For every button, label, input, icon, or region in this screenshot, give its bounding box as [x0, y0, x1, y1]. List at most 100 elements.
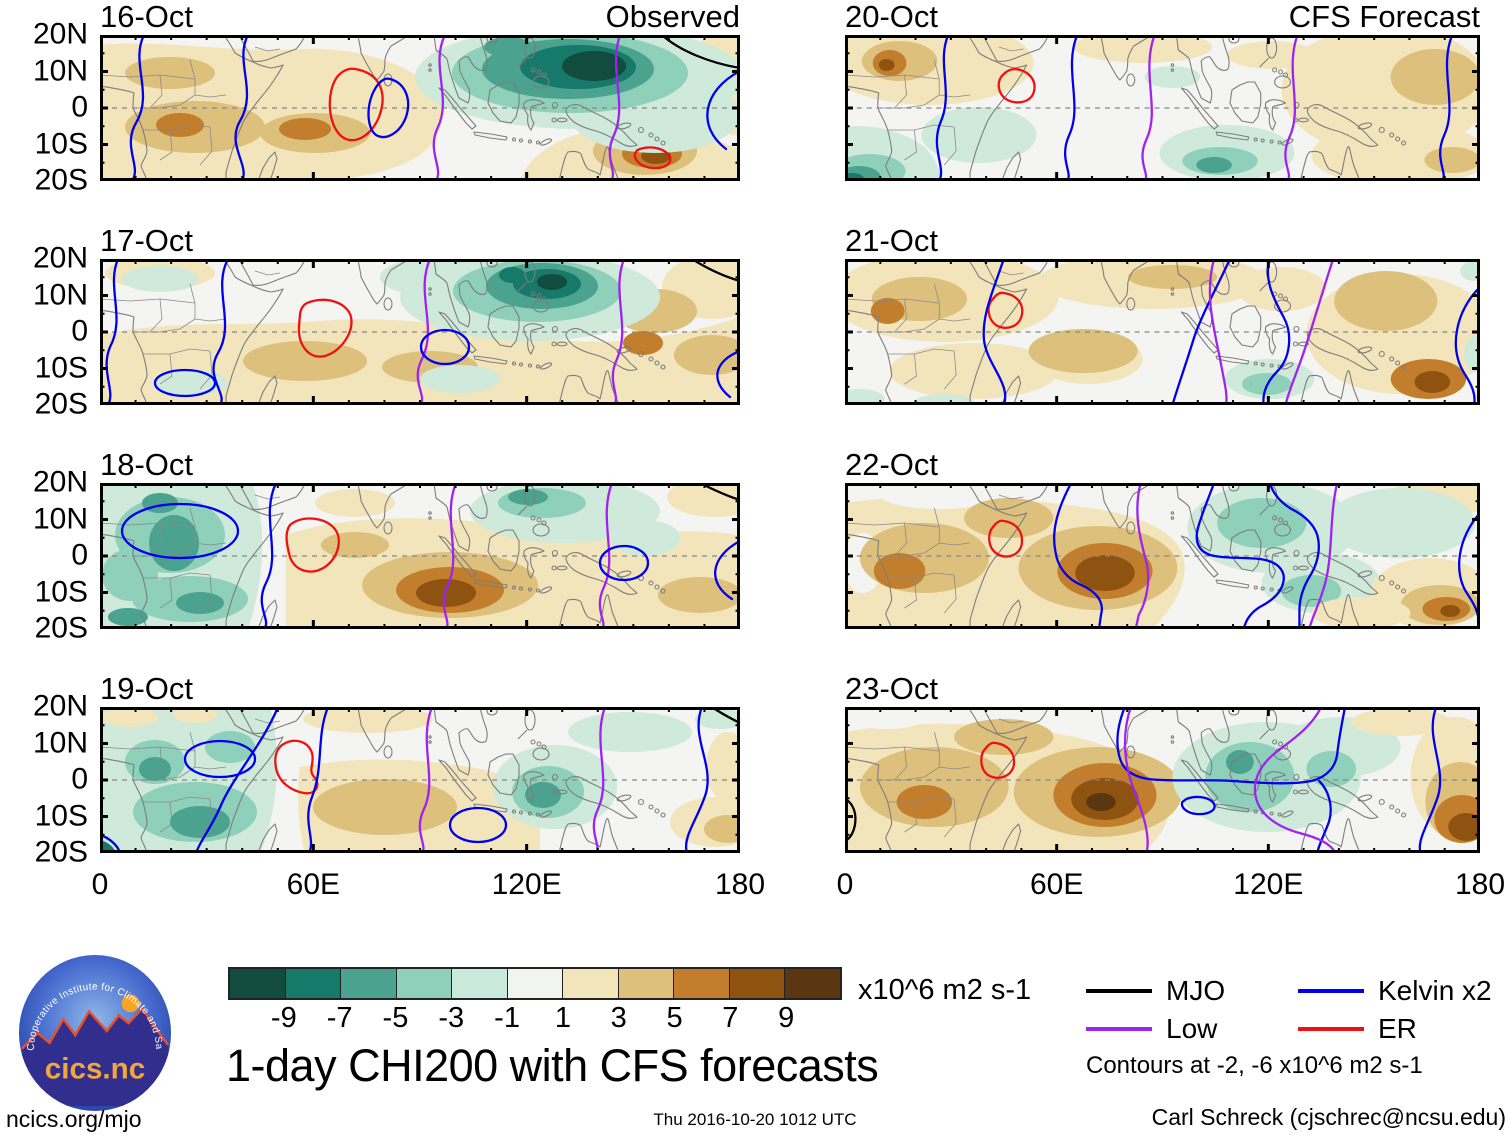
footer-site: ncics.org/mjo — [6, 1106, 142, 1132]
colorbar-tick--5: -5 — [382, 1002, 409, 1034]
panel-date: 23-Oct — [845, 671, 939, 706]
y-tick-label-20N: 20N — [32, 17, 88, 51]
colorbar-tick--1: -1 — [494, 1002, 520, 1034]
colorbar-cell — [563, 969, 619, 998]
y-tick-label-20S: 20S — [34, 163, 88, 197]
colorbar-unit-label: x10^6 m2 s-1 — [858, 974, 1032, 1006]
legend-line-swatch — [1298, 1027, 1364, 1031]
y-tick-label-10S: 10S — [34, 798, 88, 832]
y-axis-labels-row4: 20N 10N 0 10S 20S — [0, 689, 88, 868]
y-tick-label-20S: 20S — [34, 835, 88, 869]
panel-22-oct: 22-Oct — [845, 449, 1480, 629]
x-tick-label-60E: 60E — [1029, 868, 1084, 901]
legend-item-er: ER — [1298, 1010, 1510, 1048]
y-tick-label-0: 0 — [71, 762, 88, 796]
colorbar — [228, 967, 842, 1000]
colorbar-tick-3: 3 — [610, 1002, 627, 1034]
legend-line-swatch — [1086, 989, 1152, 993]
panel-header: 17-Oct — [100, 225, 740, 257]
y-tick-label-10N: 10N — [32, 501, 88, 535]
x-tick-label-60E: 60E — [286, 868, 341, 901]
map-20-oct — [845, 35, 1480, 181]
panel-date: 18-Oct — [100, 447, 194, 482]
y-tick-label-20N: 20N — [32, 241, 88, 275]
colorbar-cell — [452, 969, 508, 998]
colorbar-cell — [674, 969, 730, 998]
map-17-oct — [100, 259, 740, 405]
map-23-oct — [845, 707, 1480, 853]
legend-line-swatch — [1298, 989, 1364, 993]
panel-17-oct: 17-Oct — [100, 225, 740, 405]
legend-label: MJO — [1166, 975, 1226, 1006]
panel-header: 16-Oct Observed — [100, 1, 740, 33]
panel-date: 19-Oct — [100, 671, 194, 706]
colorbar-cell — [396, 969, 453, 998]
y-tick-label-10S: 10S — [34, 574, 88, 608]
colorbar-cell — [507, 969, 564, 998]
panel-header: 19-Oct — [100, 673, 740, 705]
y-axis-labels-row1: 20N 10N 0 10S 20S — [0, 17, 88, 196]
y-tick-label-20N: 20N — [32, 465, 88, 499]
colorbar-cell — [729, 969, 786, 998]
colorbar-cell — [341, 969, 397, 998]
y-tick-label-10S: 10S — [34, 126, 88, 160]
footer-credit: Carl Schreck (cjschrec@ncsu.edu) — [1151, 1104, 1506, 1130]
panel-header: 21-Oct — [845, 225, 1480, 257]
colorbar-cell — [230, 969, 286, 998]
panel-date: 20-Oct — [845, 0, 939, 34]
panel-18-oct: 18-Oct — [100, 449, 740, 629]
map-22-oct — [845, 483, 1480, 629]
map-18-oct — [100, 483, 740, 629]
column-header-forecast: CFS Forecast — [1288, 0, 1480, 34]
y-tick-label-10S: 10S — [34, 350, 88, 384]
panel-date: 16-Oct — [100, 0, 194, 34]
panel-20-oct: 20-Oct CFS Forecast — [845, 1, 1480, 181]
x-tick-label-120E: 120E — [491, 868, 562, 901]
y-tick-label-20N: 20N — [32, 689, 88, 723]
map-19-oct — [100, 707, 740, 853]
figure-title: 1-day CHI200 with CFS forecasts — [226, 1040, 879, 1091]
panel-header: 23-Oct — [845, 673, 1480, 705]
colorbar-tick--7: -7 — [326, 1002, 353, 1034]
panel-header: 18-Oct — [100, 449, 740, 481]
x-tick-label-120E: 120E — [1233, 868, 1304, 901]
y-tick-label-10N: 10N — [32, 53, 88, 87]
cics-nc-logo: Cooperative Institute for Climate and Sa… — [14, 954, 172, 1112]
legend-item-mjo: MJO — [1086, 972, 1298, 1010]
map-16-oct — [100, 35, 740, 181]
legend-line-swatch — [1086, 1027, 1152, 1031]
colorbar-tick-9: 9 — [778, 1002, 795, 1034]
colorbar-cell — [285, 969, 342, 998]
colorbar-cell — [785, 969, 841, 998]
panel-header: 22-Oct — [845, 449, 1480, 481]
x-tick-label-180: 180 — [1454, 868, 1506, 901]
legend-label: ER — [1378, 1013, 1417, 1044]
y-tick-label-20S: 20S — [34, 387, 88, 421]
legend-item-kelvin-x2: Kelvin x2 — [1298, 972, 1510, 1010]
panel-date: 17-Oct — [100, 223, 194, 258]
y-axis-labels-row2: 20N 10N 0 10S 20S — [0, 241, 88, 420]
panel-19-oct: 19-Oct — [100, 673, 740, 853]
colorbar-tick-1: 1 — [554, 1002, 571, 1034]
column-header-observed: Observed — [605, 0, 740, 34]
panel-21-oct: 21-Oct — [845, 225, 1480, 405]
panel-header: 20-Oct CFS Forecast — [845, 1, 1480, 33]
panel-date: 21-Oct — [845, 223, 939, 258]
colorbar-tick--3: -3 — [438, 1002, 465, 1034]
x-axis-labels-right: 0 60E 120E 180 — [837, 868, 1505, 908]
contour-note: Contours at -2, -6 x10^6 m2 s-1 — [1086, 1052, 1423, 1079]
colorbar-cell — [618, 969, 675, 998]
panel-16-oct: 16-Oct Observed — [100, 1, 740, 181]
logo-ridge-line — [21, 1006, 170, 1050]
x-tick-label-180: 180 — [714, 868, 766, 901]
panel-date: 22-Oct — [845, 447, 939, 482]
panel-23-oct: 23-Oct — [845, 673, 1480, 853]
logo-sun-icon — [121, 994, 140, 1013]
y-tick-label-0: 0 — [71, 314, 88, 348]
map-21-oct — [845, 259, 1480, 405]
colorbar-tick-7: 7 — [722, 1002, 739, 1034]
footer-timestamp: Thu 2016-10-20 1012 UTC — [653, 1110, 857, 1129]
legend-label: Low — [1166, 1013, 1218, 1044]
legend-item-low: Low — [1086, 1010, 1298, 1048]
